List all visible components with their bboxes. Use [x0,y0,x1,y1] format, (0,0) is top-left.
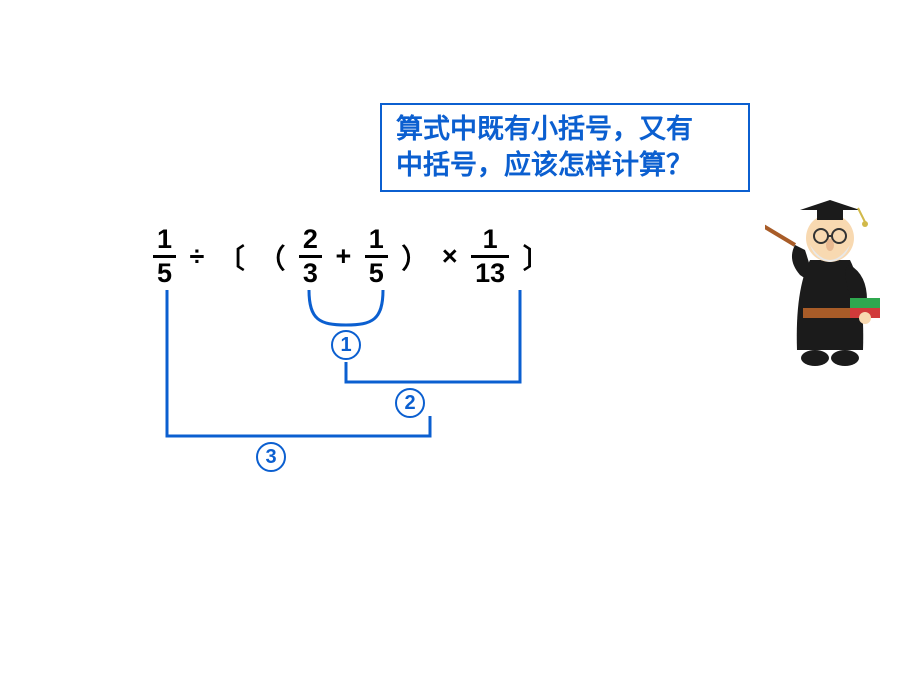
teacher-right-hand [859,312,871,324]
teacher-head [806,214,854,262]
fraction-4: 1 13 [471,226,509,287]
pointer-icon [765,200,795,245]
question-line2: 中括号，应该怎样计算？ [396,147,734,183]
fraction-2: 2 3 [299,226,322,287]
bracket-open-square: 〔 [218,244,245,274]
hat-tassel-icon [858,208,865,222]
bracket-close-square: 〕 [523,244,550,274]
step-label-3-text: 3 [265,446,276,469]
operator-times: × [442,241,458,271]
hat-tassel-ball-icon [862,221,868,227]
teacher-belt [803,308,857,318]
teacher-nose [826,239,834,251]
fraction-3-den: 5 [365,255,388,287]
hat-band-icon [817,210,843,220]
step3-bracket [167,290,430,436]
fraction-1-num: 1 [153,226,176,255]
math-expression: 1 5 ÷ 〔 （ 2 3 + 1 5 ） × 1 13 〕 [150,226,553,287]
fraction-2-num: 2 [299,226,322,255]
fraction-3-num: 1 [365,226,388,255]
step-label-1-text: 1 [340,334,351,357]
question-line1: 算式中既有小括号，又有 [396,111,734,147]
fraction-1: 1 5 [153,226,176,287]
step-label-2-text: 2 [404,392,415,415]
fraction-3: 1 5 [365,226,388,287]
question-box: 算式中既有小括号，又有 中括号，应该怎样计算？ [380,103,750,192]
operator-plus: + [335,241,351,271]
book-green-icon [850,298,880,308]
hat-top-icon [800,200,860,210]
teacher-icon [765,190,895,390]
step-label-1: 1 [331,330,361,360]
fraction-1-den: 5 [153,255,176,287]
step-label-3: 3 [256,442,286,472]
step2-bracket [346,290,520,382]
operator-divide: ÷ [190,241,205,271]
fraction-4-num: 1 [479,226,502,255]
step-label-2: 2 [395,388,425,418]
fraction-2-den: 3 [299,255,322,287]
teacher-left-foot [801,350,829,366]
fraction-4-den: 13 [471,255,509,287]
bracket-close-paren: ） [401,244,428,274]
teacher-right-foot [831,350,859,366]
bracket-open-paren: （ [258,244,285,274]
step1-curve [309,290,383,325]
